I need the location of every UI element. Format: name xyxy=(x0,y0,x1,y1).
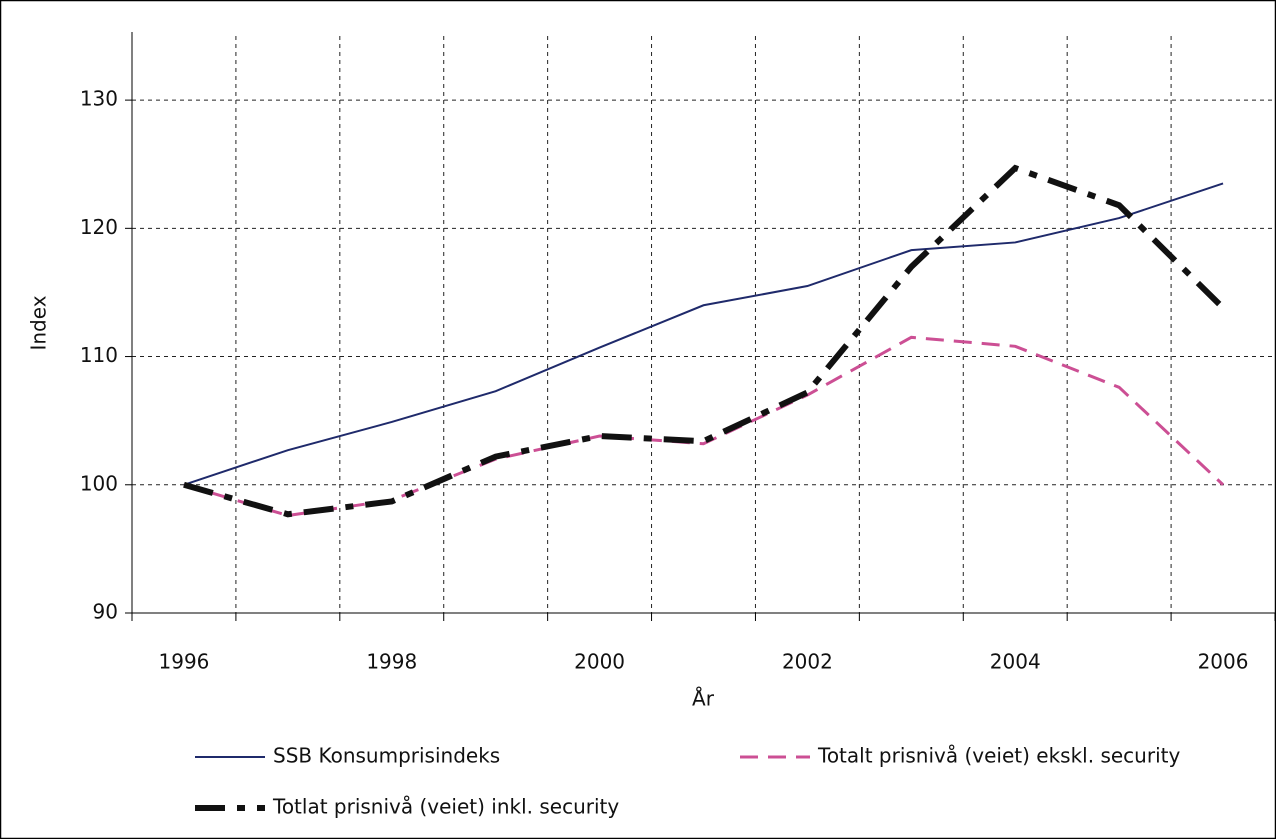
series-line xyxy=(183,335,1225,518)
x-tick-label: 2000 xyxy=(574,650,625,674)
x-tick-label: 2002 xyxy=(782,650,833,674)
legend-label: Totlat prisnivå (veiet) inkl. security xyxy=(272,795,619,819)
x-tick-label: 2004 xyxy=(990,650,1041,674)
x-tick-label: 2006 xyxy=(1198,650,1249,674)
legend-label: Totalt prisnivå (veiet) ekskl. security xyxy=(817,744,1180,768)
y-tick-label: 90 xyxy=(93,600,118,624)
series-line xyxy=(183,182,1224,486)
x-tick-label: 1996 xyxy=(159,650,210,674)
y-tick-label: 100 xyxy=(80,471,118,495)
y-tick-label: 130 xyxy=(80,87,118,111)
y-tick-label: 110 xyxy=(80,343,118,367)
legend-label: SSB Konsumprisindeks xyxy=(273,744,500,768)
x-tick-label: 1998 xyxy=(366,650,417,674)
y-tick-label: 120 xyxy=(80,215,118,239)
y-axis-label: Index xyxy=(27,295,51,350)
x-axis-label: År xyxy=(692,687,715,711)
series-line xyxy=(183,164,1226,518)
